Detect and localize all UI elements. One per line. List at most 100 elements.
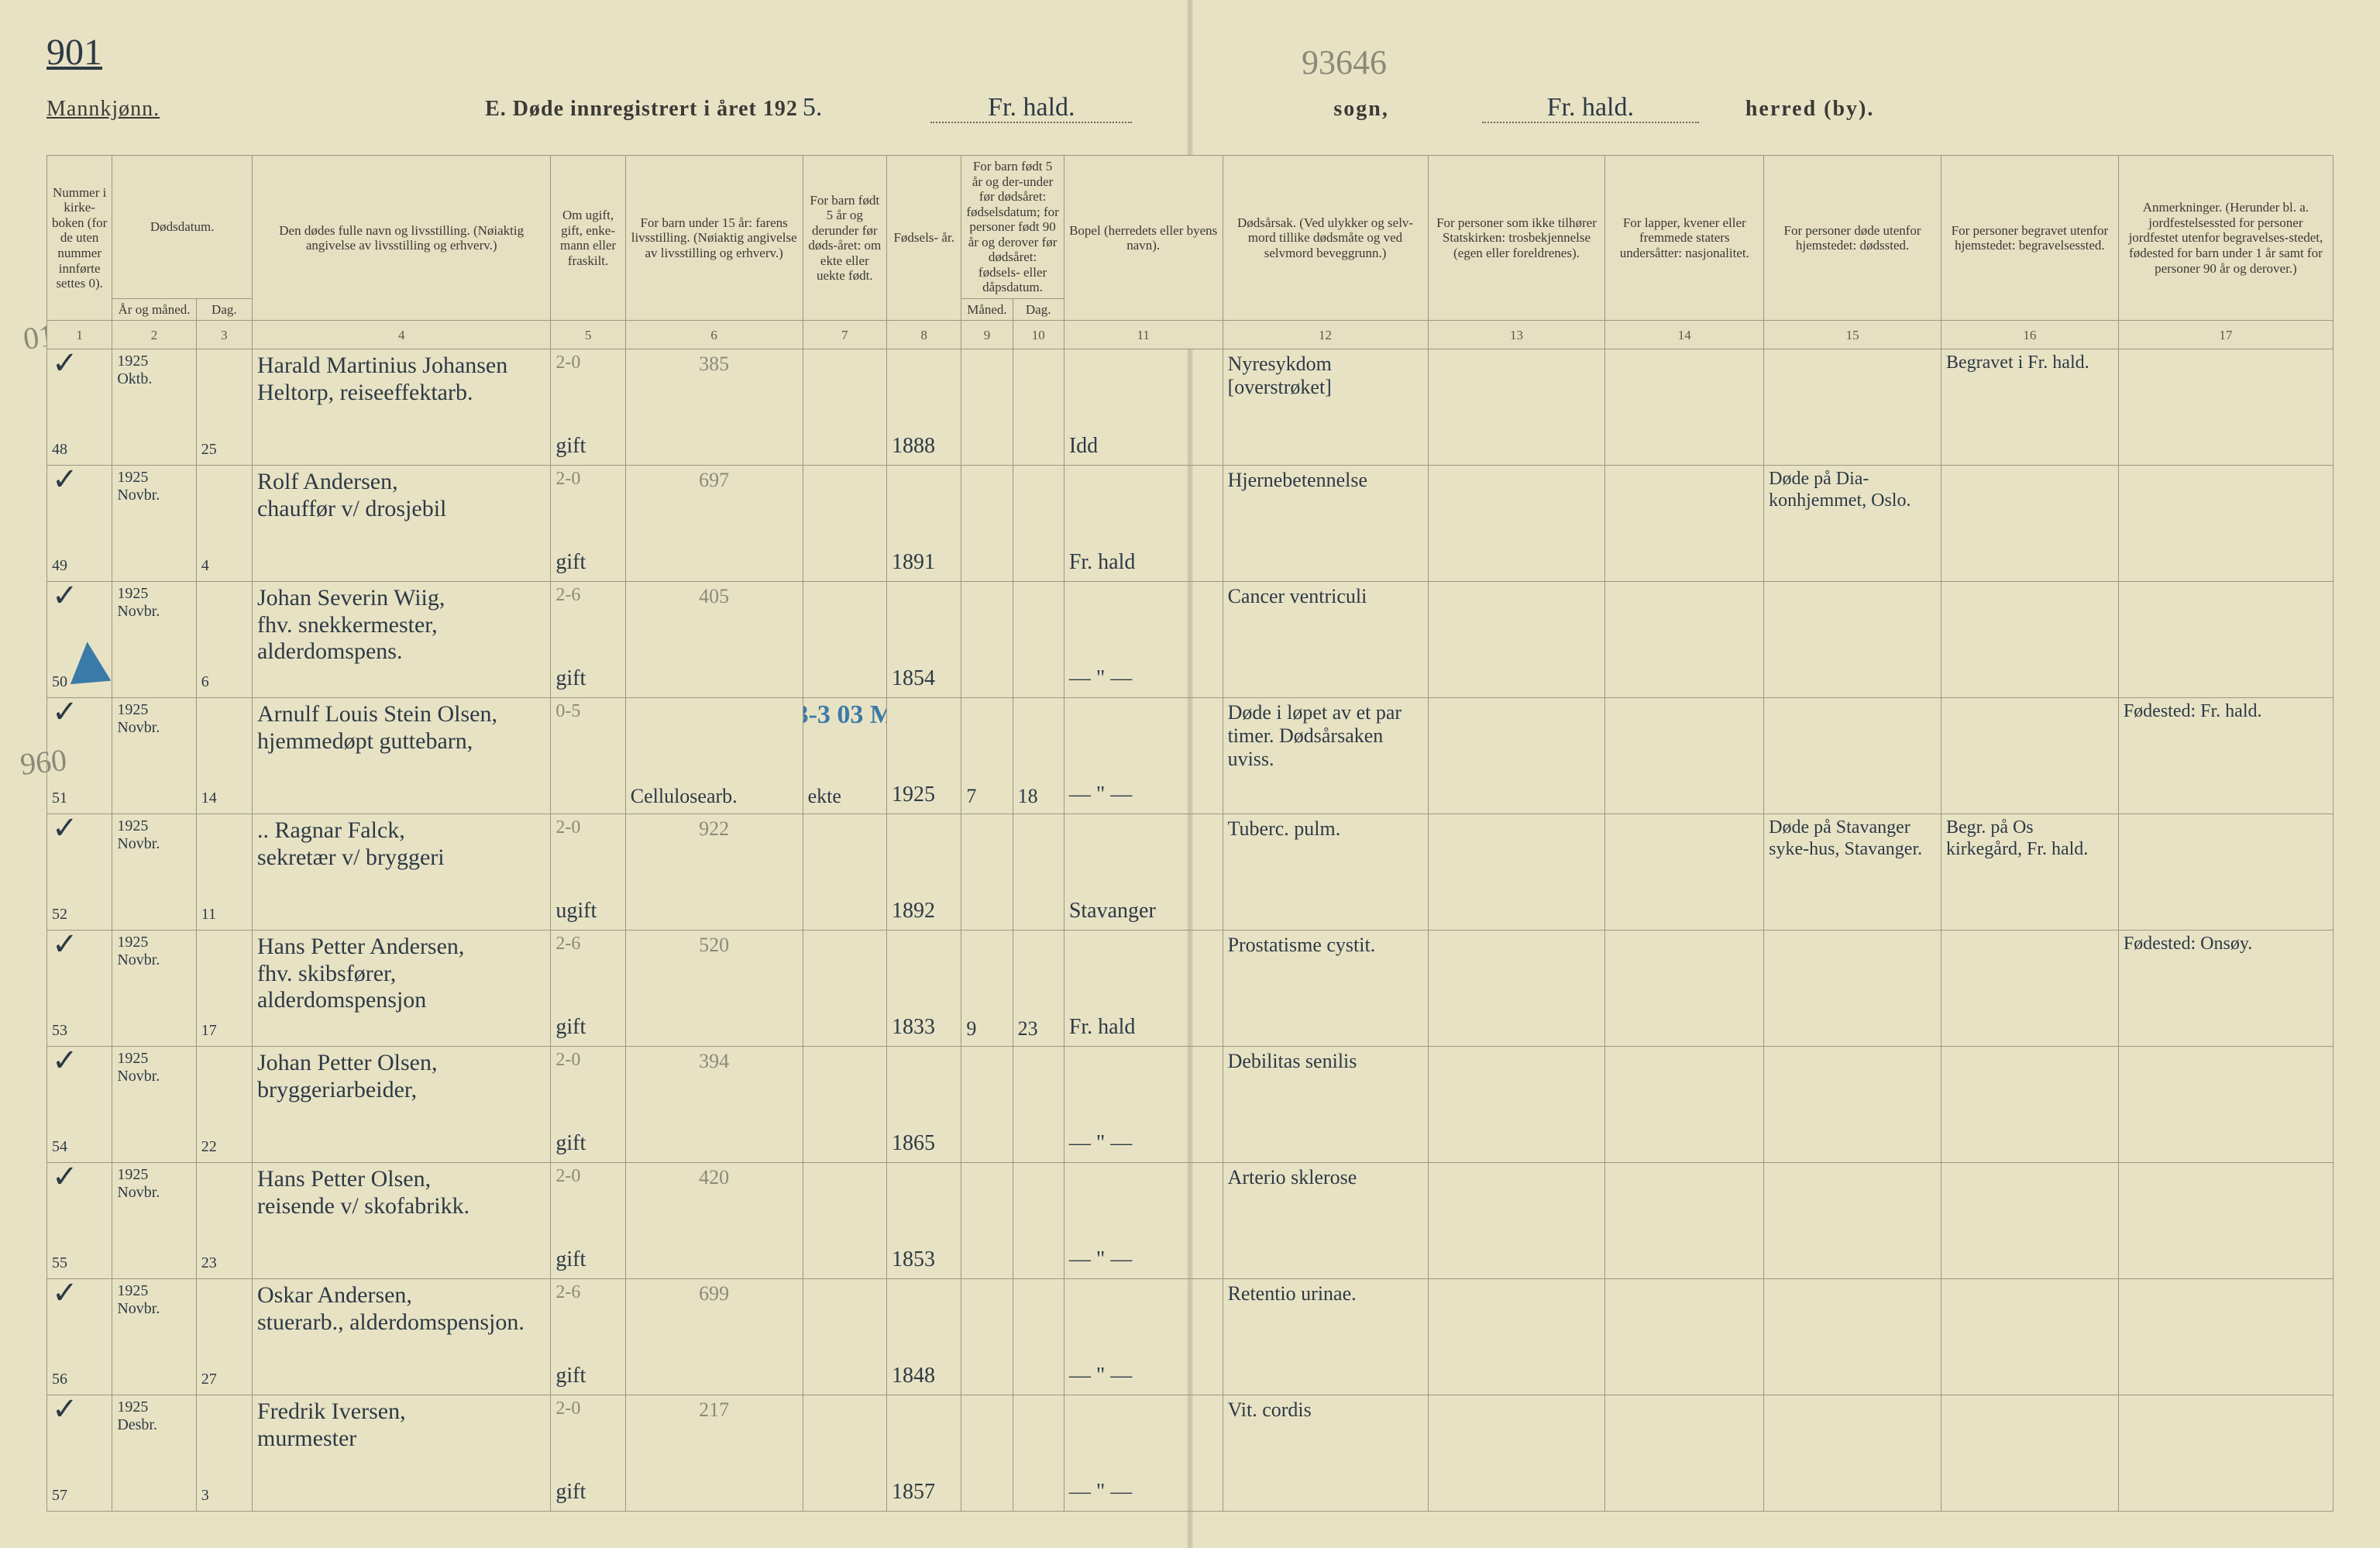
column-number: 5	[551, 321, 625, 349]
col-12-header: Dødsårsak. (Ved ulykker og selv-mord til…	[1223, 156, 1428, 321]
father-occupation: 394	[625, 1047, 803, 1163]
name-occupation: Hans Petter Andersen, fhv. skibsfører, a…	[252, 931, 550, 1047]
marital-status: 2-6gift	[551, 1279, 625, 1395]
sogn-value: Fr. hald.	[930, 93, 1132, 123]
marital-status: 2-6gift	[551, 582, 625, 698]
col-1-header: Nummer i kirke- boken (for de uten numme…	[47, 156, 112, 321]
year-month: 1925Novbr.	[112, 814, 196, 931]
year-month: 1925Novbr.	[112, 698, 196, 814]
father-occupation: 697	[625, 466, 803, 582]
name-occupation: Arnulf Louis Stein Olsen, hjemmedøpt gut…	[252, 698, 550, 814]
confession	[1428, 698, 1605, 814]
burial-place	[1941, 1163, 2118, 1279]
entry-number: ✓48	[47, 349, 112, 466]
column-number: 17	[2118, 321, 2333, 349]
col-9-10-group-header: For barn født 5 år og der-under før døds…	[961, 156, 1064, 299]
name-occupation: Oskar Andersen, stuerarb., alderdomspens…	[252, 1279, 550, 1395]
entry-number: ✓52	[47, 814, 112, 931]
page-number-hand: 901	[46, 31, 102, 74]
year-month: 1925Novbr.	[112, 466, 196, 582]
cause-of-death: Retentio urinae.	[1223, 1279, 1428, 1395]
place-of-death	[1764, 1163, 1941, 1279]
place-of-death: Døde på Dia-konhjemmet, Oslo.	[1764, 466, 1941, 582]
year-month: 1925Novbr.	[112, 1047, 196, 1163]
col-5-header: Om ugift, gift, enke-mann eller fraskilt…	[551, 156, 625, 321]
col-17-header: Anmerkninger. (Herunder bl. a. jordfeste…	[2118, 156, 2333, 321]
col-14-header: For lapper, kvener eller fremmede stater…	[1605, 156, 1764, 321]
marital-status: 2-0gift	[551, 1395, 625, 1512]
birth-month	[961, 582, 1013, 698]
place-of-death	[1764, 582, 1941, 698]
residence: Fr. hald	[1064, 466, 1223, 582]
death-day: 6	[196, 582, 252, 698]
birth-day	[1013, 1395, 1064, 1512]
confession	[1428, 1395, 1605, 1512]
father-occupation: 922	[625, 814, 803, 931]
cause-of-death: Døde i løpet av et par timer. Dødsårsake…	[1223, 698, 1428, 814]
col-2-header: År og måned.	[112, 298, 196, 321]
col-16-header: For personer begravet utenfor hjemstedet…	[1941, 156, 2118, 321]
place-of-death	[1764, 698, 1941, 814]
birth-month	[961, 814, 1013, 931]
birth-day: 18	[1013, 698, 1064, 814]
birth-year: 1833	[886, 931, 961, 1047]
birth-year: 1848	[886, 1279, 961, 1395]
place-of-death: Døde på Stavanger syke-hus, Stavanger.	[1764, 814, 1941, 931]
confession	[1428, 814, 1605, 931]
death-day: 17	[196, 931, 252, 1047]
col-10-header: Dag.	[1013, 298, 1064, 321]
remarks	[2118, 1279, 2333, 1395]
col-13-header: For personer som ikke tilhører Statskirk…	[1428, 156, 1605, 321]
column-number: 8	[886, 321, 961, 349]
table-row: ✓561925Novbr.27Oskar Andersen, stuerarb.…	[47, 1279, 2334, 1395]
sogn-label: sogn,	[1333, 97, 1388, 122]
death-day: 23	[196, 1163, 252, 1279]
birth-year: 1854	[886, 582, 961, 698]
col-3-header: Dag.	[196, 298, 252, 321]
legitimacy	[803, 349, 886, 466]
table-row: ✓481925Oktb.25Harald Martinius Johansen …	[47, 349, 2334, 466]
confession	[1428, 466, 1605, 582]
confession	[1428, 349, 1605, 466]
remarks	[2118, 1395, 2333, 1512]
marital-status: 2-0gift	[551, 466, 625, 582]
place-of-death	[1764, 931, 1941, 1047]
mannkjonn-label: Mannkjønn.	[46, 97, 160, 122]
year-month: 1925Novbr.	[112, 582, 196, 698]
year-digit-hand: 5.	[803, 93, 823, 122]
legitimacy	[803, 931, 886, 1047]
remarks: Fødested: Onsøy.	[2118, 931, 2333, 1047]
residence: Stavanger	[1064, 814, 1223, 931]
col-15-header: For personer døde utenfor hjemstedet: dø…	[1764, 156, 1941, 321]
father-occupation: 520	[625, 931, 803, 1047]
residence: — " —	[1064, 1163, 1223, 1279]
place-of-death	[1764, 349, 1941, 466]
year-month: 1925Oktb.	[112, 349, 196, 466]
header-row: Mannkjønn. E. Døde innregistrert i året …	[46, 93, 2334, 123]
burial-place	[1941, 466, 2118, 582]
marital-status: 2-0gift	[551, 1163, 625, 1279]
column-number: 1	[47, 321, 112, 349]
marital-status: 2-6gift	[551, 931, 625, 1047]
table-row: ✓531925Novbr.17Hans Petter Andersen, fhv…	[47, 931, 2334, 1047]
remarks	[2118, 466, 2333, 582]
table-row: ✓501925Novbr.6Johan Severin Wiig, fhv. s…	[47, 582, 2334, 698]
entry-number: ✓54	[47, 1047, 112, 1163]
marital-status: 2-0gift	[551, 1047, 625, 1163]
death-day: 22	[196, 1047, 252, 1163]
register-table-wrap: Nummer i kirke- boken (for de uten numme…	[46, 155, 2334, 1494]
death-day: 11	[196, 814, 252, 931]
name-occupation: Johan Severin Wiig, fhv. snekkermester, …	[252, 582, 550, 698]
birth-day	[1013, 1047, 1064, 1163]
nationality	[1605, 1395, 1764, 1512]
place-of-death	[1764, 1047, 1941, 1163]
entry-number: ✓53	[47, 931, 112, 1047]
cause-of-death: Cancer ventriculi	[1223, 582, 1428, 698]
col-11-header: Bopel (herredets eller byens navn).	[1064, 156, 1223, 321]
register-table: Nummer i kirke- boken (for de uten numme…	[46, 155, 2334, 1512]
entry-number: ✓49	[47, 466, 112, 582]
father-occupation: 385	[625, 349, 803, 466]
table-row: ✓551925Novbr.23Hans Petter Olsen, reisen…	[47, 1163, 2334, 1279]
birth-year: 1888	[886, 349, 961, 466]
residence: — " —	[1064, 1047, 1223, 1163]
